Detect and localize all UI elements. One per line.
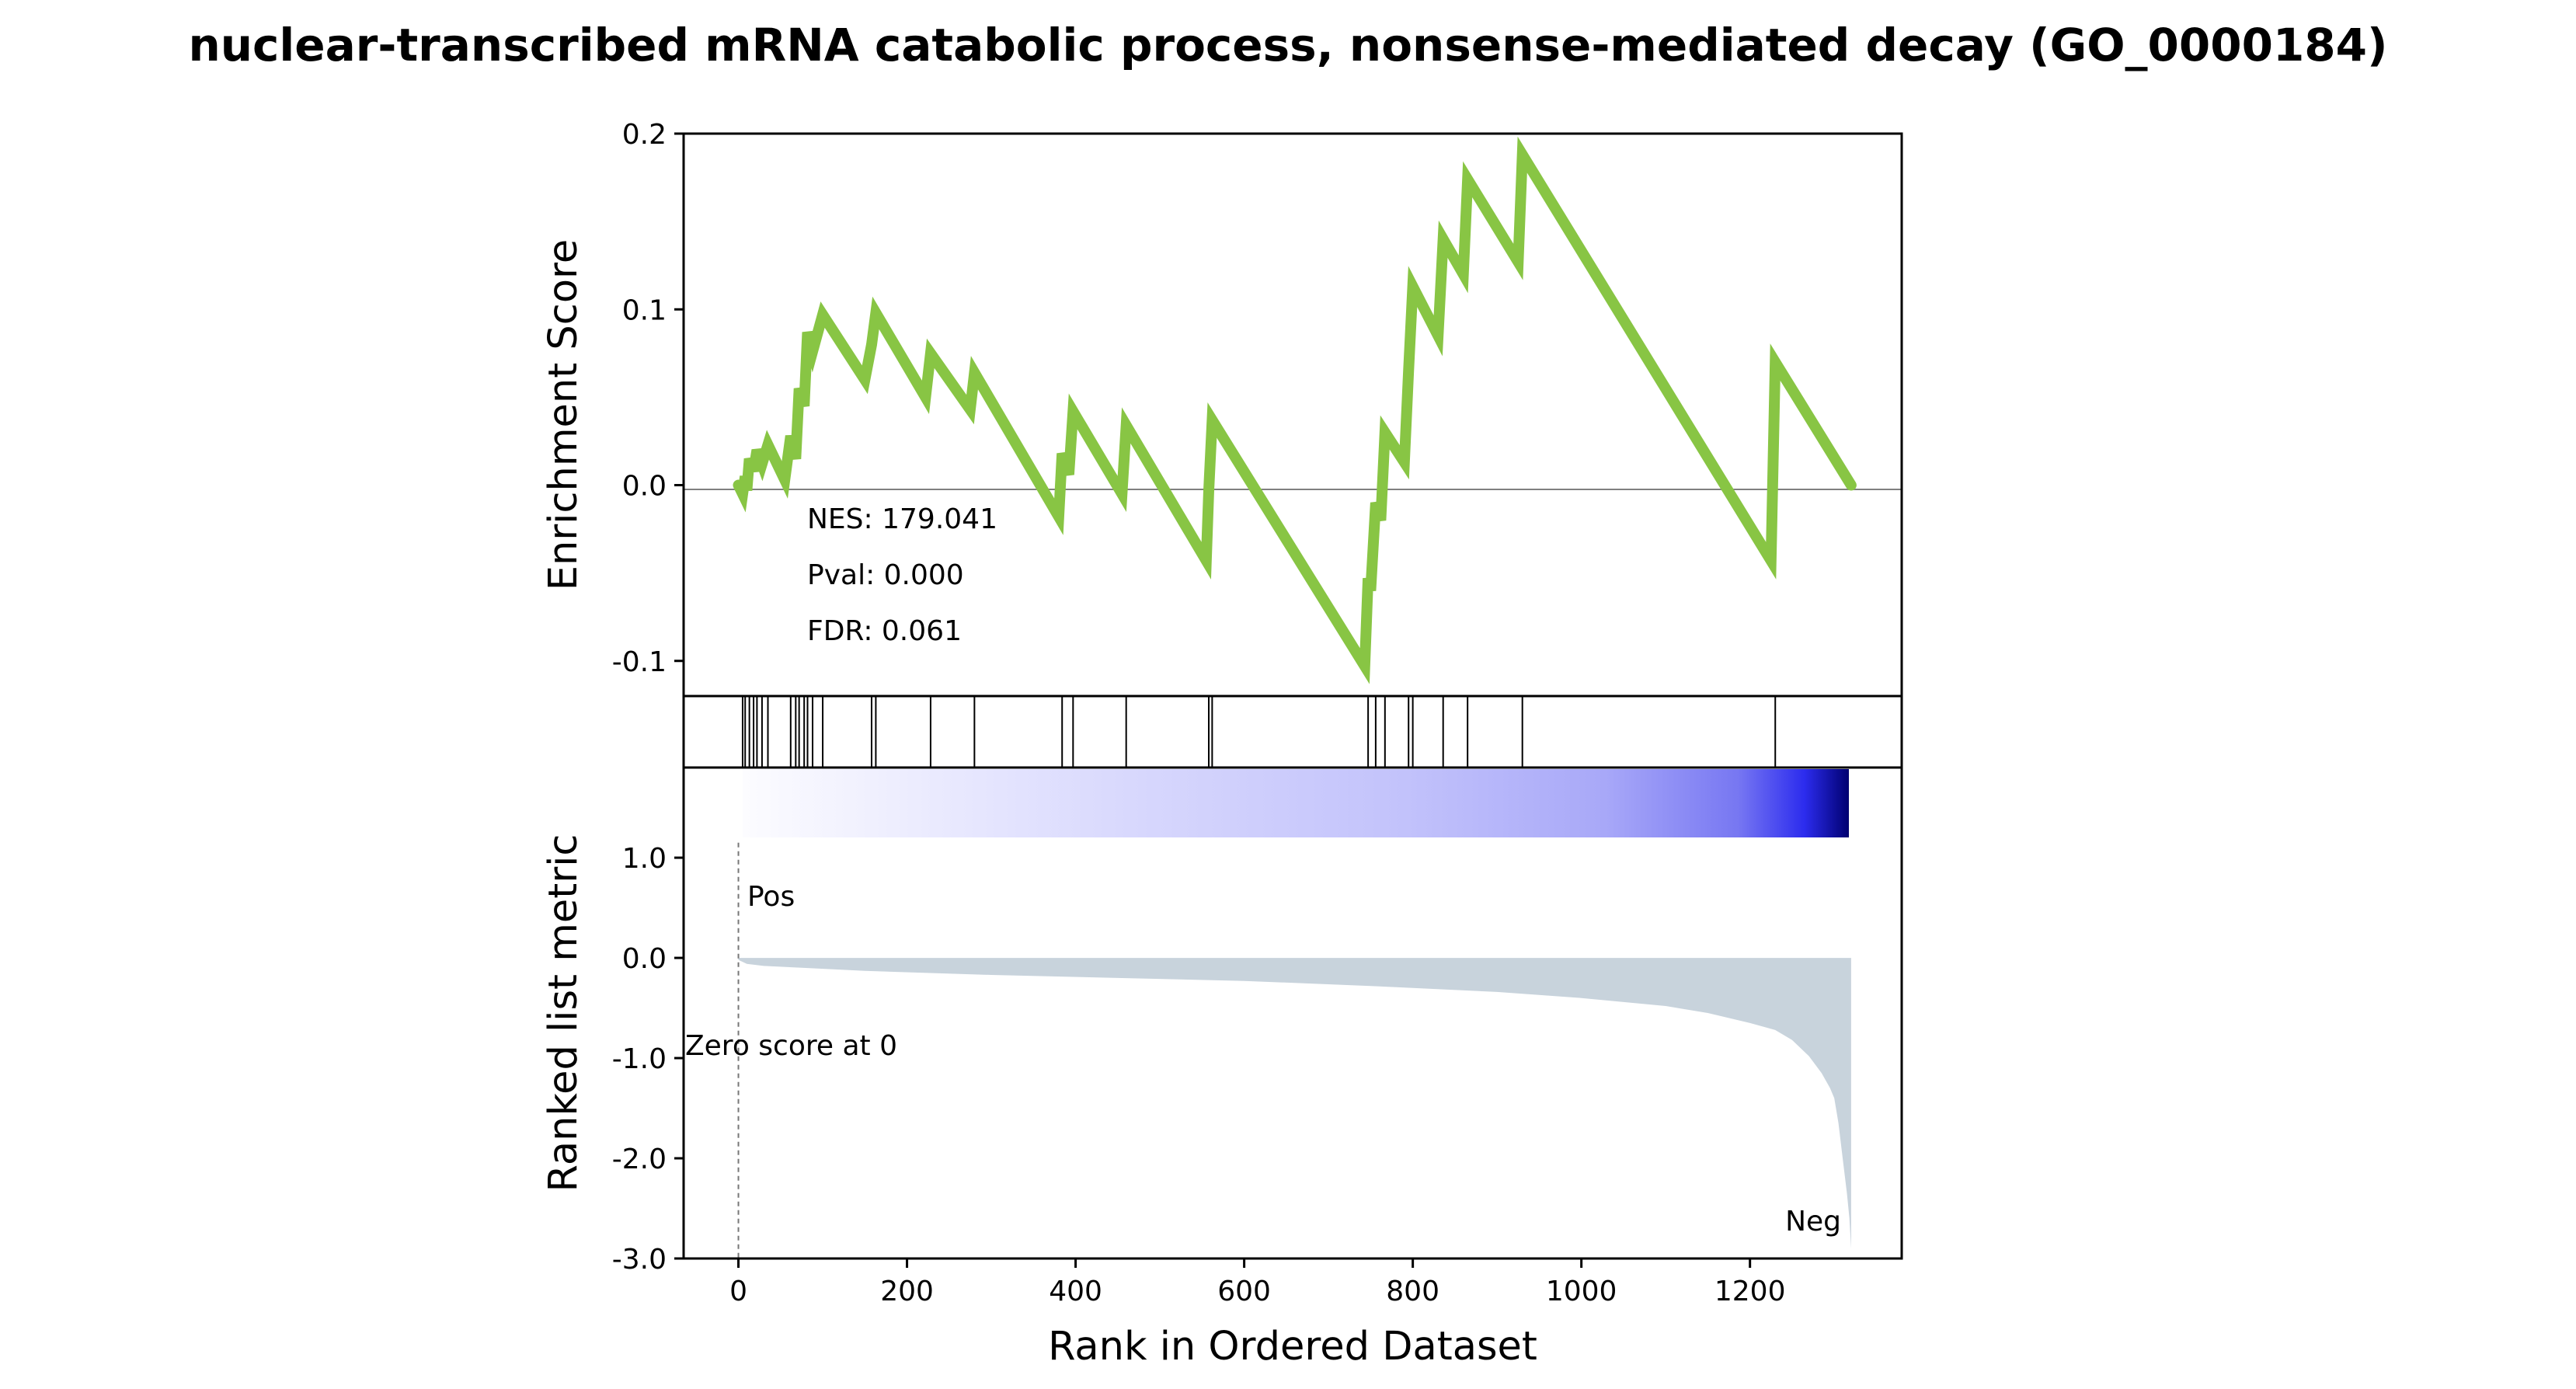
ranked-y-tick-label: 1.0 — [622, 843, 667, 875]
ranked-metric-area — [738, 958, 1851, 1249]
pval-label: Pval: 0.000 — [807, 559, 964, 591]
rank-color-bar — [743, 769, 1849, 837]
ranked-y-tick-label: -1.0 — [612, 1043, 667, 1075]
es-panel-frame — [682, 132, 1903, 698]
es-y-tick-label: 0.0 — [622, 471, 667, 503]
ranked-y-tick-label: -2.0 — [612, 1144, 667, 1175]
es-y-tick-label: -0.1 — [612, 646, 667, 678]
fdr-label: FDR: 0.061 — [807, 615, 962, 647]
ranked-panel: Pos Neg Zero score at 0 -3.0 -2.0 -1.0 0.0 1… — [541, 766, 1903, 1276]
zero-cross-label: Zero score at 0 — [685, 1030, 897, 1062]
nes-label: NES: 179.041 — [807, 503, 997, 535]
ranked-panel-frame — [682, 766, 1903, 1260]
pos-label: Pos — [747, 881, 795, 913]
ranked-y-tick-label: -3.0 — [612, 1244, 667, 1276]
ranked-y-ticks: -3.0 -2.0 -1.0 0.0 1.0 — [612, 843, 684, 1276]
x-ticks: 0 200 400 600 800 1000 1200 — [729, 1258, 1785, 1307]
x-tick-label: 800 — [1386, 1276, 1439, 1307]
x-axis-label: Rank in Ordered Dataset — [1048, 1324, 1537, 1370]
x-tick-label: 0 — [729, 1276, 747, 1307]
ranked-y-tick-label: 0.0 — [622, 943, 667, 975]
es-y-tick-label: 0.1 — [622, 294, 667, 326]
x-tick-label: 1000 — [1546, 1276, 1617, 1307]
hit-lines — [741, 696, 1777, 768]
chart-title: nuclear-transcribed mRNA catabolic proce… — [188, 19, 2387, 71]
ranked-y-axis-label: Ranked list metric — [541, 834, 587, 1192]
es-panel: -0.1 0.0 0.1 0.2 Enrichment Score NES: 179.… — [541, 119, 1903, 698]
hits-panel-frame — [682, 694, 1903, 769]
es-y-ticks: -0.1 0.0 0.1 0.2 — [612, 119, 684, 678]
neg-label: Neg — [1785, 1206, 1841, 1238]
es-y-axis-label: Enrichment Score — [541, 239, 587, 590]
x-tick-label: 1200 — [1714, 1276, 1786, 1307]
x-tick-label: 600 — [1217, 1276, 1271, 1307]
es-y-tick-label: 0.2 — [622, 119, 667, 151]
enrichment-score-line — [733, 136, 1857, 684]
hits-panel — [682, 694, 1903, 769]
x-tick-label: 400 — [1049, 1276, 1102, 1307]
x-tick-label: 200 — [880, 1276, 934, 1307]
